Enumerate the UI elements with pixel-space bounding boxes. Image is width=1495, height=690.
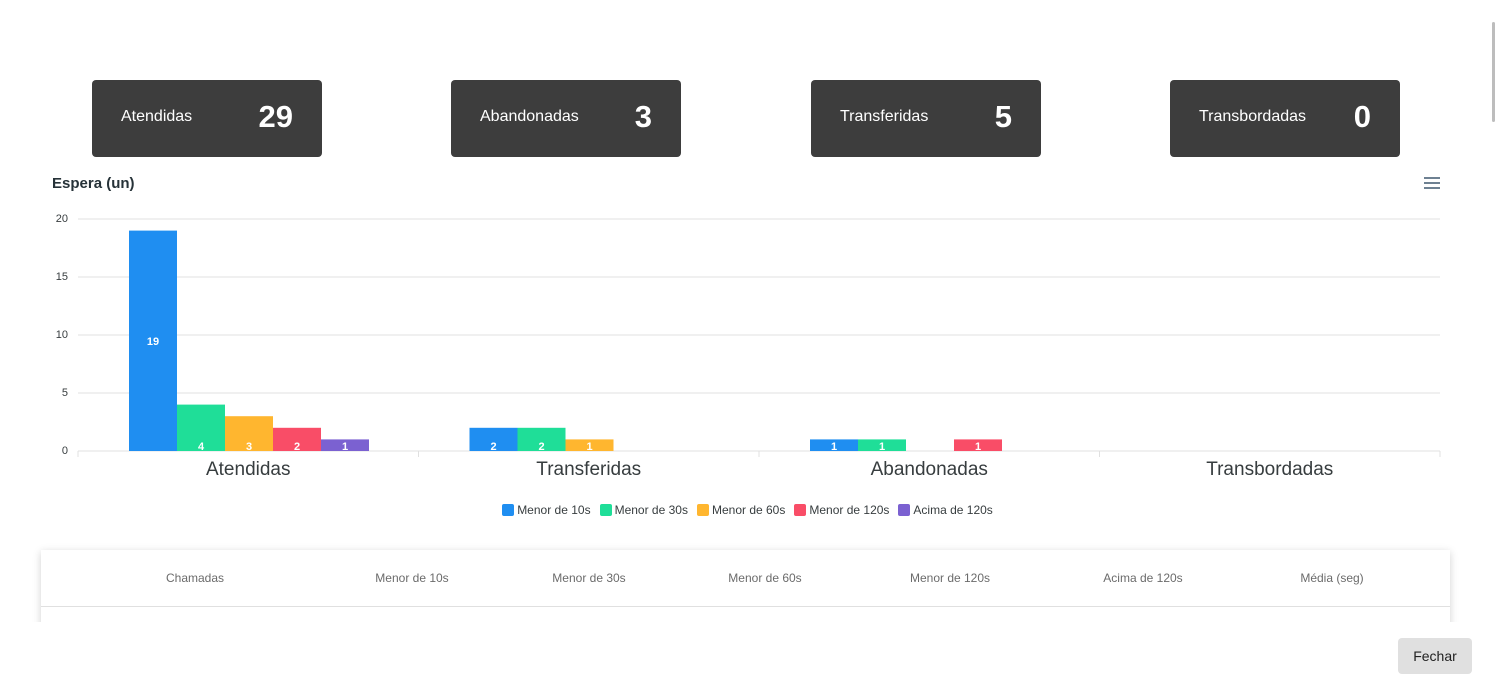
table-column-header[interactable]: Menor de 10s [375, 571, 449, 585]
bar-data-label: 2 [490, 441, 496, 453]
bar [225, 416, 273, 451]
table-column-header[interactable]: Menor de 60s [728, 571, 802, 585]
legend-label: Menor de 30s [614, 503, 688, 517]
stat-value: 3 [634, 99, 652, 134]
bar [517, 427, 566, 451]
bar-data-label: 2 [294, 441, 300, 453]
table-column-header[interactable]: Chamadas [165, 571, 225, 585]
hamburger-menu-icon[interactable] [1423, 176, 1441, 190]
bar-data-label: 1 [342, 441, 348, 453]
y-tick-label: 10 [56, 329, 68, 341]
bar [565, 439, 614, 451]
legend-marker [794, 504, 807, 516]
bar [273, 427, 321, 451]
stat-value: 0 [1353, 99, 1371, 134]
legend-marker [696, 504, 709, 516]
bar [129, 230, 177, 451]
y-tick-label: 15 [56, 271, 68, 283]
bar-data-label: 1 [975, 441, 981, 453]
y-tick-label: 20 [56, 213, 68, 225]
stat-card-atendidas: Atendidas 29 [92, 80, 322, 157]
chart-legend: Menor de 10s Menor de 30s Menor de 60s Meno… [0, 503, 1495, 517]
stat-card-transbordadas: Transbordadas 0 [1170, 80, 1400, 157]
stat-card-abandonadas: Abandonadas 3 [451, 80, 681, 157]
legend-label: Menor de 60s [711, 503, 786, 517]
stat-label: Atendidas [121, 108, 193, 125]
legend-item[interactable]: Acima de 120s [898, 503, 993, 517]
x-category-label: Atendidas [206, 459, 291, 480]
table-column-header[interactable]: Menor de 120s [909, 571, 991, 585]
chart-title: Espera (un) [52, 175, 135, 192]
y-tick-label: 5 [62, 387, 68, 399]
legend-label: Acima de 120s [913, 503, 993, 517]
legend-label: Menor de 10s [517, 503, 591, 517]
table-column-header[interactable]: Acima de 120s [1103, 571, 1183, 585]
legend-marker [599, 504, 612, 516]
page-scrollbar[interactable] [1492, 22, 1495, 122]
table-column-header[interactable]: Menor de 30s [552, 571, 626, 585]
bar [177, 404, 225, 451]
x-category-label: Abandonadas [871, 459, 988, 480]
stat-label: Transbordadas [1199, 108, 1307, 125]
legend-marker [502, 504, 515, 516]
stat-label: Transferidas [840, 108, 929, 125]
stat-card-transferidas: Transferidas 5 [811, 80, 1041, 157]
close-button[interactable]: Fechar [1398, 638, 1472, 674]
stat-label: Abandonadas [480, 108, 579, 125]
legend-item[interactable]: Menor de 30s [599, 503, 688, 517]
bar [469, 427, 518, 451]
bar-data-label: 1 [586, 441, 592, 453]
bar-data-label: 3 [246, 441, 252, 453]
table-header: Chamadas Menor de 10s Menor de 30s Menor de… [41, 550, 1450, 607]
bar-data-label: 4 [198, 441, 205, 453]
bar [810, 439, 858, 451]
bar-chart: 20 15 10 5 0 Atendidas 19 4 3 2 1 Transferidas 2 2 1 Ab… [56, 213, 1441, 480]
stat-value: 29 [258, 99, 293, 134]
y-tick-label: 0 [62, 445, 68, 457]
bar-data-label: 2 [538, 441, 544, 453]
bar-data-label: 19 [147, 336, 159, 348]
legend-item[interactable]: Menor de 120s [794, 503, 889, 517]
stat-value: 5 [994, 99, 1012, 134]
legend-item[interactable]: Menor de 10s [502, 503, 591, 517]
table-column-header[interactable]: Média (seg) [1300, 571, 1364, 585]
legend-item[interactable]: Menor de 60s [696, 503, 786, 517]
x-category-label: Transferidas [536, 459, 641, 480]
x-category-label: Transbordadas [1206, 459, 1333, 480]
bar-data-label: 1 [879, 441, 885, 453]
footer-area [0, 622, 1495, 690]
bar-data-label: 1 [831, 441, 837, 453]
legend-marker [898, 504, 911, 516]
bar [321, 439, 369, 451]
legend-label: Menor de 120s [809, 503, 890, 517]
bar [858, 439, 906, 451]
bar [954, 439, 1002, 451]
